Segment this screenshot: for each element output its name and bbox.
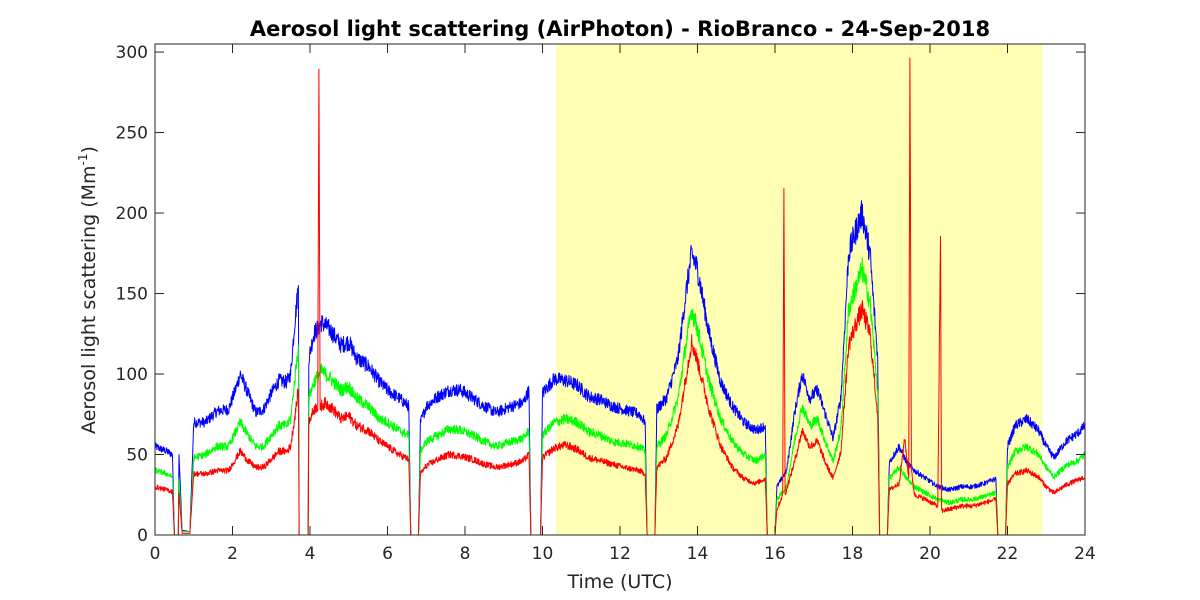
x-tick-label: 6	[382, 544, 393, 564]
shaded-region	[556, 44, 1043, 535]
y-tick-label: 200	[116, 204, 148, 224]
x-tick-label: 4	[305, 544, 316, 564]
x-tick-label: 24	[1074, 544, 1096, 564]
x-tick-label: 2	[227, 544, 238, 564]
x-tick-label: 22	[997, 544, 1019, 564]
y-tick-label: 50	[126, 446, 148, 466]
x-axis-label: Time (UTC)	[566, 571, 672, 593]
x-tick-label: 8	[460, 544, 471, 564]
y-axis-label-main: Aerosol light scattering (Mm	[78, 165, 100, 434]
y-tick-label: 150	[116, 285, 148, 305]
x-tick-label: 10	[532, 544, 554, 564]
axes-group	[154, 43, 1086, 536]
series-line-3	[154, 57, 1086, 536]
x-tick-label: 20	[919, 544, 941, 564]
x-tick-label: 0	[150, 544, 161, 564]
x-tick-label: 18	[842, 544, 864, 564]
series-group	[154, 57, 1086, 536]
series-line-2	[154, 257, 1086, 536]
y-tick-label: 0	[137, 526, 148, 546]
shaded-region-group	[556, 44, 1043, 535]
y-tick-labels: 0 50 100 150 200 250 300	[116, 43, 148, 546]
y-tick-label: 100	[116, 365, 148, 385]
chart-title: Aerosol light scattering (AirPhoton) - R…	[250, 17, 990, 41]
x-tick-label: 12	[609, 544, 631, 564]
y-tick-label: 250	[116, 124, 148, 144]
x-tick-labels: 0 2 4 6 8 10 12 14 16 18 20 22 24	[150, 544, 1096, 564]
x-tick-label: 14	[687, 544, 709, 564]
y-axis-label-close: )	[78, 146, 100, 153]
series-line-1	[154, 200, 1086, 536]
y-axis-label: Aerosol light scattering (Mm-1)	[76, 146, 100, 434]
y-axis-label-sup: -1	[76, 153, 90, 165]
y-tick-label: 300	[116, 43, 148, 63]
x-tick-label: 16	[764, 544, 786, 564]
